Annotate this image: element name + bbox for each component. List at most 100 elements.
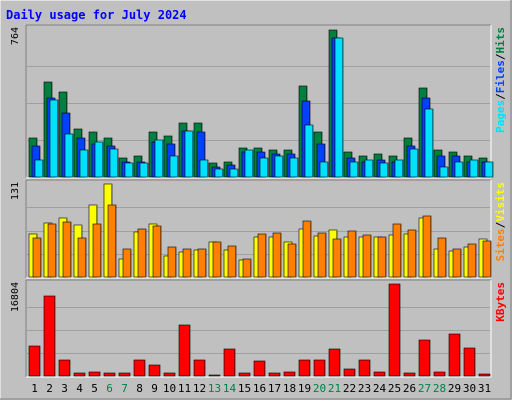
- bar-pages-day-17: [274, 155, 284, 178]
- bar-fill: [289, 157, 299, 178]
- bar-fill: [424, 108, 434, 178]
- bar-fill: [139, 162, 149, 178]
- y-max-label: 16804: [10, 282, 21, 312]
- panel-visits-sites: 131 Sites/Visits: [10, 179, 507, 279]
- bar-fill: [92, 223, 102, 278]
- bar-sites-day-19: [302, 220, 312, 278]
- bar-fill: [118, 372, 131, 377]
- bar-kbytes-day-31: [478, 373, 491, 377]
- bar-fill: [478, 373, 491, 377]
- bar-fill: [107, 204, 117, 278]
- bar-fill: [103, 372, 116, 377]
- bars-kbytes: [28, 283, 491, 377]
- bar-fill: [418, 339, 431, 377]
- bar-fill: [47, 223, 57, 278]
- bar-sites-day-9: [152, 225, 162, 278]
- day-label: 7: [121, 382, 128, 395]
- bar-fill: [422, 215, 432, 278]
- bar-pages-day-13: [214, 168, 224, 178]
- bar-kbytes-day-25: [388, 283, 401, 377]
- bar-fill: [319, 161, 329, 178]
- legend-separator: /: [494, 221, 507, 228]
- bar-fill: [79, 149, 89, 178]
- bar-pages-day-20: [319, 161, 329, 178]
- day-label: 1: [31, 382, 38, 395]
- bar-fill: [343, 368, 356, 377]
- bar-fill: [244, 149, 254, 178]
- day-label: 22: [343, 382, 356, 395]
- day-axis-labels: 1 2 3 4 5 6 7 8 9 10 11 12 13 14 15 16 17 18 19 20 21 22 23 24 2…: [31, 382, 491, 395]
- bar-fill: [298, 359, 311, 377]
- bar-fill: [137, 228, 147, 278]
- bar-kbytes-day-28: [433, 371, 446, 377]
- bar-fill: [253, 360, 266, 377]
- day-label: 21: [328, 382, 341, 395]
- bar-kbytes-day-6: [103, 372, 116, 377]
- bar-fill: [43, 295, 56, 377]
- bar-sites-day-20: [317, 232, 327, 278]
- day-label: 28: [433, 382, 446, 395]
- bar-fill: [28, 345, 41, 377]
- day-label: 9: [151, 382, 158, 395]
- bar-fill: [392, 223, 402, 278]
- day-label: 2: [46, 382, 53, 395]
- day-label: 20: [313, 382, 326, 395]
- day-label: 15: [238, 382, 251, 395]
- bar-sites-day-12: [197, 248, 207, 278]
- day-label: 12: [193, 382, 206, 395]
- bar-fill: [214, 168, 224, 178]
- bar-pages-day-3: [64, 133, 74, 178]
- bar-fill: [394, 159, 404, 178]
- bar-fill: [317, 232, 327, 278]
- bar-sites-day-2: [47, 223, 57, 278]
- bar-kbytes-day-26: [403, 372, 416, 377]
- bar-fill: [347, 230, 357, 278]
- legend-visits-sites: Sites/Visits: [494, 182, 507, 262]
- bar-sites-day-27: [422, 215, 432, 278]
- bar-kbytes-day-13: [208, 374, 221, 377]
- bar-fill: [94, 141, 104, 178]
- bar-fill: [302, 220, 312, 278]
- bar-sites-day-8: [137, 228, 147, 278]
- bar-fill: [388, 283, 401, 377]
- bar-sites-day-26: [407, 229, 417, 278]
- bar-pages-day-6: [109, 148, 119, 178]
- bar-fill: [227, 245, 237, 278]
- day-label: 16: [253, 382, 266, 395]
- bar-kbytes-day-20: [313, 359, 326, 377]
- bar-fill: [313, 359, 326, 377]
- bar-sites-day-18: [287, 243, 297, 278]
- bar-fill: [257, 233, 267, 278]
- bar-fill: [433, 371, 446, 377]
- bar-fill: [362, 234, 372, 278]
- bar-fill: [124, 162, 134, 178]
- bar-sites-day-17: [272, 232, 282, 278]
- day-label: 30: [463, 382, 476, 395]
- day-label: 6: [106, 382, 113, 395]
- day-label: 25: [388, 382, 401, 395]
- bar-pages-day-12: [199, 159, 209, 178]
- bar-sites-day-23: [362, 234, 372, 278]
- bar-fill: [199, 159, 209, 178]
- bar-fill: [287, 243, 297, 278]
- bar-sites-day-22: [347, 230, 357, 278]
- bar-fill: [122, 248, 132, 278]
- bar-kbytes-day-19: [298, 359, 311, 377]
- day-label: 11: [178, 382, 191, 395]
- legend-separator: /: [494, 53, 507, 60]
- bar-fill: [283, 371, 296, 377]
- bar-kbytes-day-15: [238, 372, 251, 377]
- bar-fill: [463, 347, 476, 377]
- day-label: 29: [448, 382, 461, 395]
- day-label: 4: [76, 382, 83, 395]
- bar-kbytes-day-8: [133, 359, 146, 377]
- bar-pages-day-23: [364, 159, 374, 178]
- bar-fill: [197, 248, 207, 278]
- bar-kbytes-day-22: [343, 368, 356, 377]
- bar-kbytes-day-7: [118, 372, 131, 377]
- legend-kbytes: KBytes: [494, 282, 507, 322]
- bar-fill: [34, 159, 44, 178]
- y-max-label: 131: [10, 182, 21, 200]
- bar-kbytes-day-29: [448, 333, 461, 377]
